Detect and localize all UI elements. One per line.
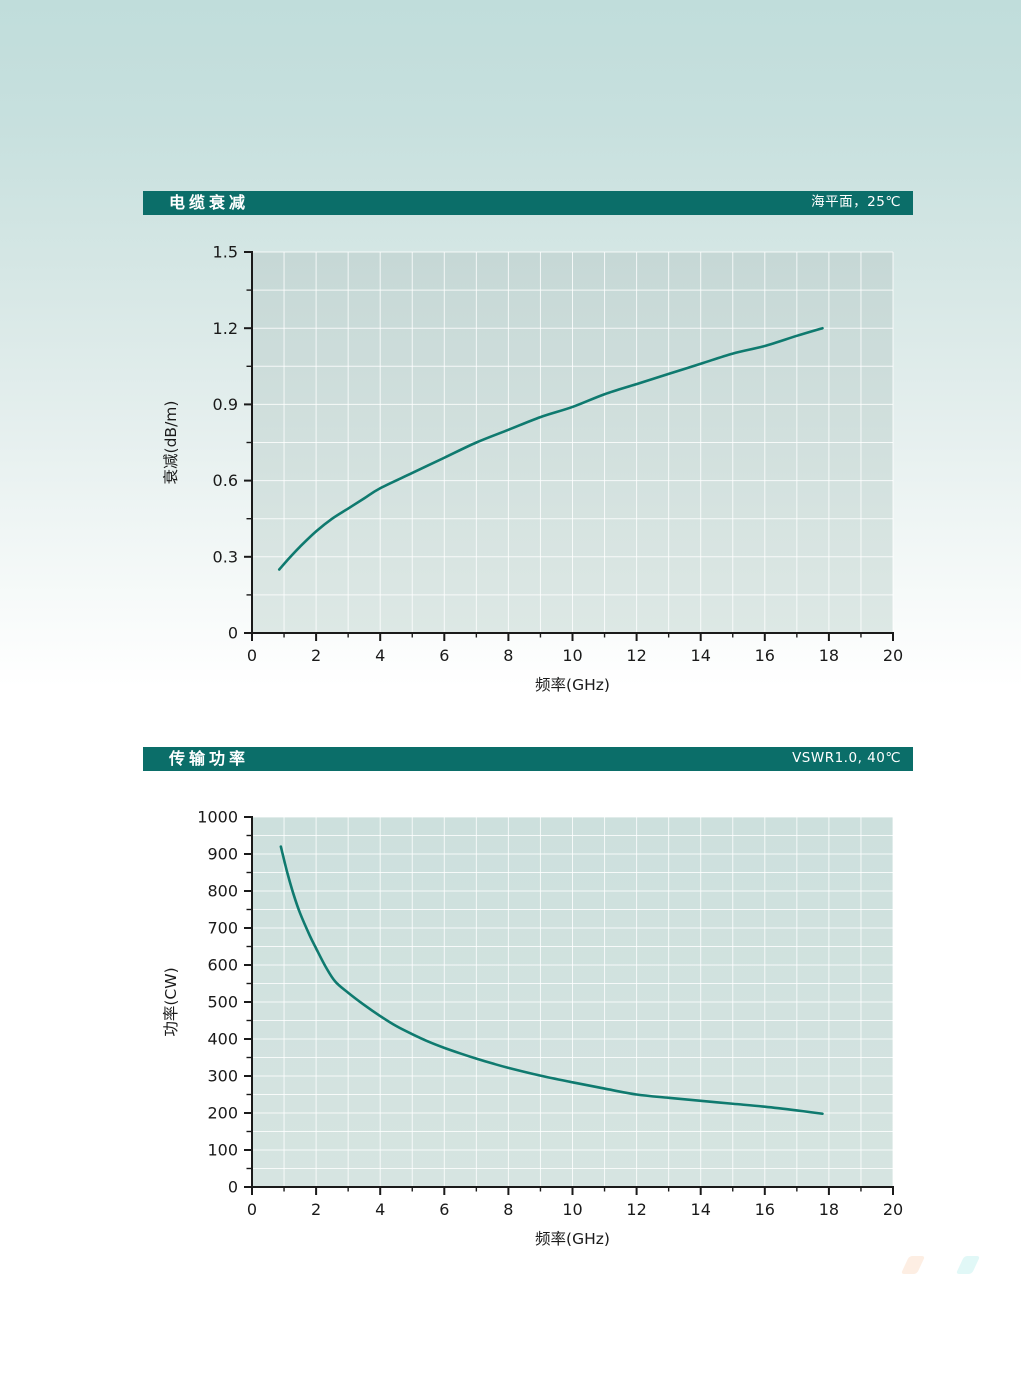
x-axis-label: 频率(GHz) bbox=[535, 676, 610, 694]
y-tick-label: 500 bbox=[207, 993, 238, 1012]
x-tick-label: 16 bbox=[755, 1200, 775, 1219]
y-tick-label: 0.9 bbox=[213, 395, 238, 414]
y-tick-label: 0.3 bbox=[213, 547, 238, 566]
x-tick-label: 10 bbox=[562, 646, 582, 665]
x-tick-label: 0 bbox=[247, 646, 257, 665]
cable-attenuation-header-bar: 电缆衰减 海平面，25℃ bbox=[143, 191, 913, 215]
y-tick-label: 0 bbox=[228, 1178, 238, 1197]
x-tick-label: 8 bbox=[503, 646, 513, 665]
chart1-title: 电缆衰减 bbox=[169, 193, 250, 212]
y-tick-label: 400 bbox=[207, 1030, 238, 1049]
gridlines bbox=[252, 816, 894, 1187]
y-tick-label: 1.5 bbox=[213, 243, 238, 262]
y-tick-label: 300 bbox=[207, 1067, 238, 1086]
y-tick-label: 1.2 bbox=[213, 319, 238, 338]
y-tick-label: 0 bbox=[228, 624, 238, 643]
y-tick-label: 0.6 bbox=[213, 471, 238, 490]
x-tick-label: 8 bbox=[503, 1200, 513, 1219]
x-tick-label: 6 bbox=[439, 646, 449, 665]
x-tick-label: 2 bbox=[311, 1200, 321, 1219]
chart1-condition: 海平面，25℃ bbox=[811, 194, 901, 211]
transmission-power-header-bar: 传输功率 VSWR1.0, 40℃ bbox=[143, 747, 913, 771]
chart2-condition: VSWR1.0, 40℃ bbox=[792, 750, 901, 767]
x-tick-label: 20 bbox=[883, 1200, 903, 1219]
y-tick-label: 200 bbox=[207, 1104, 238, 1123]
x-tick-label: 2 bbox=[311, 646, 321, 665]
x-tick-label: 0 bbox=[247, 1200, 257, 1219]
x-tick-label: 12 bbox=[626, 646, 646, 665]
y-tick-label: 700 bbox=[207, 919, 238, 938]
x-axis-label: 频率(GHz) bbox=[535, 1230, 610, 1248]
ticks bbox=[244, 816, 894, 1195]
series-curve bbox=[277, 326, 824, 571]
x-tick-label: 4 bbox=[375, 646, 385, 665]
x-tick-label: 14 bbox=[691, 1200, 711, 1219]
x-tick-label: 14 bbox=[691, 646, 711, 665]
y-tick-label: 600 bbox=[207, 956, 238, 975]
y-tick-label: 900 bbox=[207, 845, 238, 864]
x-tick-label: 16 bbox=[755, 646, 775, 665]
x-tick-label: 6 bbox=[439, 1200, 449, 1219]
x-tick-label: 18 bbox=[819, 646, 839, 665]
chart2-title: 传输功率 bbox=[169, 749, 250, 768]
x-tick-label: 12 bbox=[626, 1200, 646, 1219]
y-tick-label: 1000 bbox=[197, 808, 238, 827]
y-axis-label: 功率(CW) bbox=[162, 967, 180, 1036]
y-tick-label: 800 bbox=[207, 882, 238, 901]
x-tick-label: 18 bbox=[819, 1200, 839, 1219]
y-axis-label: 衰减(dB/m) bbox=[162, 401, 180, 485]
series-curve bbox=[279, 845, 824, 1116]
chart-1: 0 2 4 6 8 10 12 14 16 18 20 0 0.3 0.6 0.9 1.2 1.5 频率(GHz)… bbox=[162, 243, 903, 694]
x-tick-label: 20 bbox=[883, 646, 903, 665]
gridlines bbox=[252, 251, 894, 633]
chart-2: 0 2 4 6 8 10 12 14 16 18 2001002003004005006007008… bbox=[162, 808, 903, 1248]
tick-labels: 0 2 4 6 8 10 12 14 16 18 20 0 0.3 0.6 0.9 1.2 1.5 bbox=[213, 243, 904, 665]
x-tick-label: 10 bbox=[562, 1200, 582, 1219]
tick-labels: 0 2 4 6 8 10 12 14 16 18 2001002003004005006007008… bbox=[197, 808, 903, 1219]
y-tick-label: 100 bbox=[207, 1141, 238, 1160]
ticks bbox=[244, 251, 894, 641]
x-tick-label: 4 bbox=[375, 1200, 385, 1219]
